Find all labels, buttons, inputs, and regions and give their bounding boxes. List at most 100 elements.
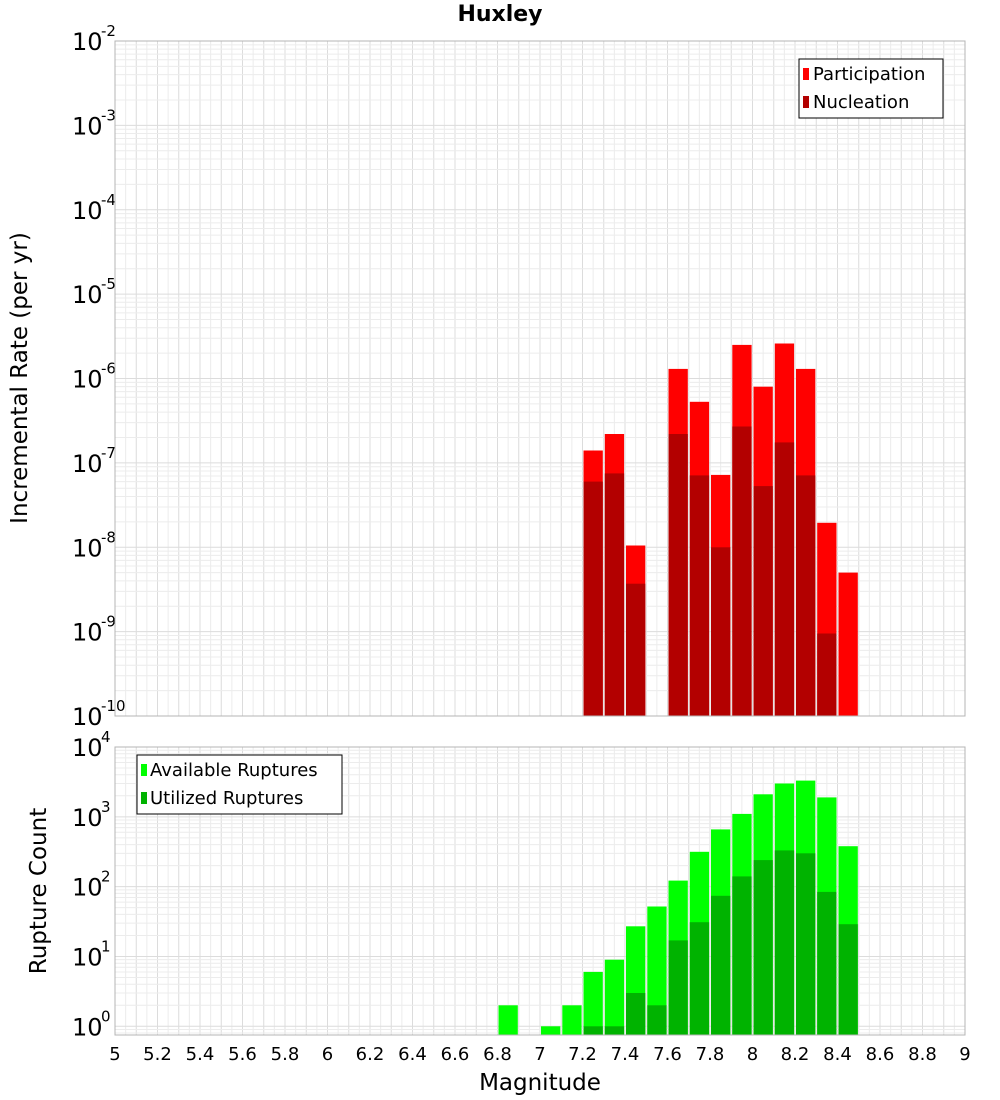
x-tick-label: 9 xyxy=(959,1044,970,1065)
x-tick-label: 7.2 xyxy=(568,1044,597,1065)
x-tick-label: 6.8 xyxy=(483,1044,512,1065)
bottom-y-axis-label: Rupture Count xyxy=(26,808,52,974)
bottom-bars xyxy=(498,780,858,1035)
y-tick-label: 10 xyxy=(72,534,103,562)
y-tick-exponent: -9 xyxy=(101,613,116,631)
y-tick-exponent: -6 xyxy=(101,360,116,378)
x-tick-label: 8.6 xyxy=(866,1044,895,1065)
x-tick-label: 6 xyxy=(322,1044,333,1065)
available-ruptures-bar xyxy=(583,971,603,1035)
top-y-tick-labels: 10-210-310-410-510-610-710-810-910-10 xyxy=(72,22,126,731)
x-tick-label: 6.6 xyxy=(441,1044,470,1065)
legend-label-participation: Participation xyxy=(813,64,925,85)
utilized-ruptures-bar xyxy=(796,853,816,1035)
nucleation-bar xyxy=(604,473,625,716)
y-tick-exponent: -4 xyxy=(101,191,116,209)
legend-label-utilized-ruptures: Utilized Ruptures xyxy=(150,788,303,809)
x-tick-label: 5.8 xyxy=(271,1044,300,1065)
x-tick-labels: 5 5.2 5.4 5.6 5.8 6 6.2 6.4 6.6 6.8 7 7.2 7.4 7.6 7.8 8… xyxy=(109,1044,970,1065)
top-grid xyxy=(114,40,966,717)
utilized-ruptures-bar xyxy=(583,1026,603,1035)
utilized-ruptures-bar xyxy=(647,1005,667,1035)
nucleation-bar xyxy=(796,475,816,716)
y-tick-exponent: 3 xyxy=(101,798,111,816)
utilized-ruptures-bar xyxy=(838,924,858,1035)
top-legend-box xyxy=(798,58,944,119)
x-tick-label: 5 xyxy=(109,1044,120,1065)
x-tick-label: 5.6 xyxy=(228,1044,257,1065)
y-tick-label: 10 xyxy=(72,197,103,225)
nucleation-bar xyxy=(732,426,752,716)
chart-title: Huxley xyxy=(457,2,543,27)
nucleation-bar xyxy=(689,475,710,716)
x-tick-label: 7 xyxy=(534,1044,545,1065)
legend-swatch-participation xyxy=(803,68,809,80)
y-tick-label: 10 xyxy=(72,703,103,731)
y-tick-label: 10 xyxy=(72,734,103,762)
utilized-ruptures-bar xyxy=(626,993,646,1035)
y-tick-exponent: 2 xyxy=(101,868,111,886)
bottom-legend: Available Ruptures Utilized Ruptures xyxy=(136,754,343,815)
y-tick-label: 10 xyxy=(72,450,103,478)
y-tick-exponent: 1 xyxy=(101,937,111,955)
legend-swatch-nucleation xyxy=(803,96,809,108)
x-tick-label: 8.4 xyxy=(823,1044,852,1065)
nucleation-bar xyxy=(711,547,731,717)
x-tick-label: 5.4 xyxy=(186,1044,215,1065)
y-tick-label: 10 xyxy=(72,366,103,394)
utilized-ruptures-bar xyxy=(604,1026,625,1035)
utilized-ruptures-bar xyxy=(817,891,837,1035)
utilized-ruptures-bar xyxy=(711,895,731,1035)
participation-bar xyxy=(838,572,858,716)
utilized-ruptures-bar xyxy=(774,850,795,1035)
y-tick-exponent: -2 xyxy=(101,22,116,40)
y-tick-exponent: 4 xyxy=(101,728,111,746)
available-ruptures-bar xyxy=(604,959,625,1035)
nucleation-bar xyxy=(817,633,837,716)
utilized-ruptures-bar xyxy=(689,922,710,1035)
available-ruptures-bar xyxy=(647,906,667,1035)
y-tick-label: 10 xyxy=(72,943,103,971)
y-tick-label: 10 xyxy=(72,804,103,832)
y-tick-exponent: -10 xyxy=(101,697,126,715)
x-tick-label: 7.4 xyxy=(611,1044,640,1065)
available-ruptures-bar xyxy=(498,1005,518,1035)
x-tick-label: 6.2 xyxy=(356,1044,385,1065)
x-tick-label: 7.8 xyxy=(696,1044,725,1065)
nucleation-bar xyxy=(774,442,795,716)
top-plot-border xyxy=(114,40,966,717)
top-legend: Participation Nucleation xyxy=(798,58,944,119)
bottom-plot-border xyxy=(114,746,966,1036)
y-tick-exponent: 0 xyxy=(101,1007,111,1025)
y-tick-label: 10 xyxy=(72,112,103,140)
available-ruptures-bar xyxy=(541,1026,561,1035)
y-tick-label: 10 xyxy=(72,28,103,56)
y-tick-exponent: -5 xyxy=(101,275,116,293)
legend-label-available-ruptures: Available Ruptures xyxy=(150,760,318,781)
top-y-axis-label: Incremental Rate (per yr) xyxy=(7,232,33,524)
y-tick-label: 10 xyxy=(72,281,103,309)
x-tick-label: 6.4 xyxy=(398,1044,427,1065)
y-tick-label: 10 xyxy=(72,619,103,647)
x-axis-label: Magnitude xyxy=(479,1070,601,1096)
nucleation-bar xyxy=(626,583,646,716)
legend-swatch-utilized-ruptures xyxy=(141,792,147,804)
legend-label-nucleation: Nucleation xyxy=(813,92,909,113)
utilized-ruptures-bar xyxy=(668,940,688,1035)
legend-swatch-available-ruptures xyxy=(141,764,147,776)
y-tick-label: 10 xyxy=(72,874,103,902)
top-bars xyxy=(583,343,858,717)
x-tick-label: 8.2 xyxy=(781,1044,810,1065)
x-tick-label: 5.2 xyxy=(143,1044,172,1065)
utilized-ruptures-bar xyxy=(753,860,773,1035)
y-tick-label: 10 xyxy=(72,1013,103,1041)
nucleation-bar xyxy=(583,481,603,716)
y-tick-exponent: -8 xyxy=(101,528,116,546)
x-tick-label: 7.6 xyxy=(653,1044,682,1065)
y-tick-exponent: -3 xyxy=(101,106,116,124)
y-tick-exponent: -7 xyxy=(101,444,116,462)
x-tick-label: 8.8 xyxy=(908,1044,937,1065)
nucleation-bar xyxy=(668,434,688,716)
